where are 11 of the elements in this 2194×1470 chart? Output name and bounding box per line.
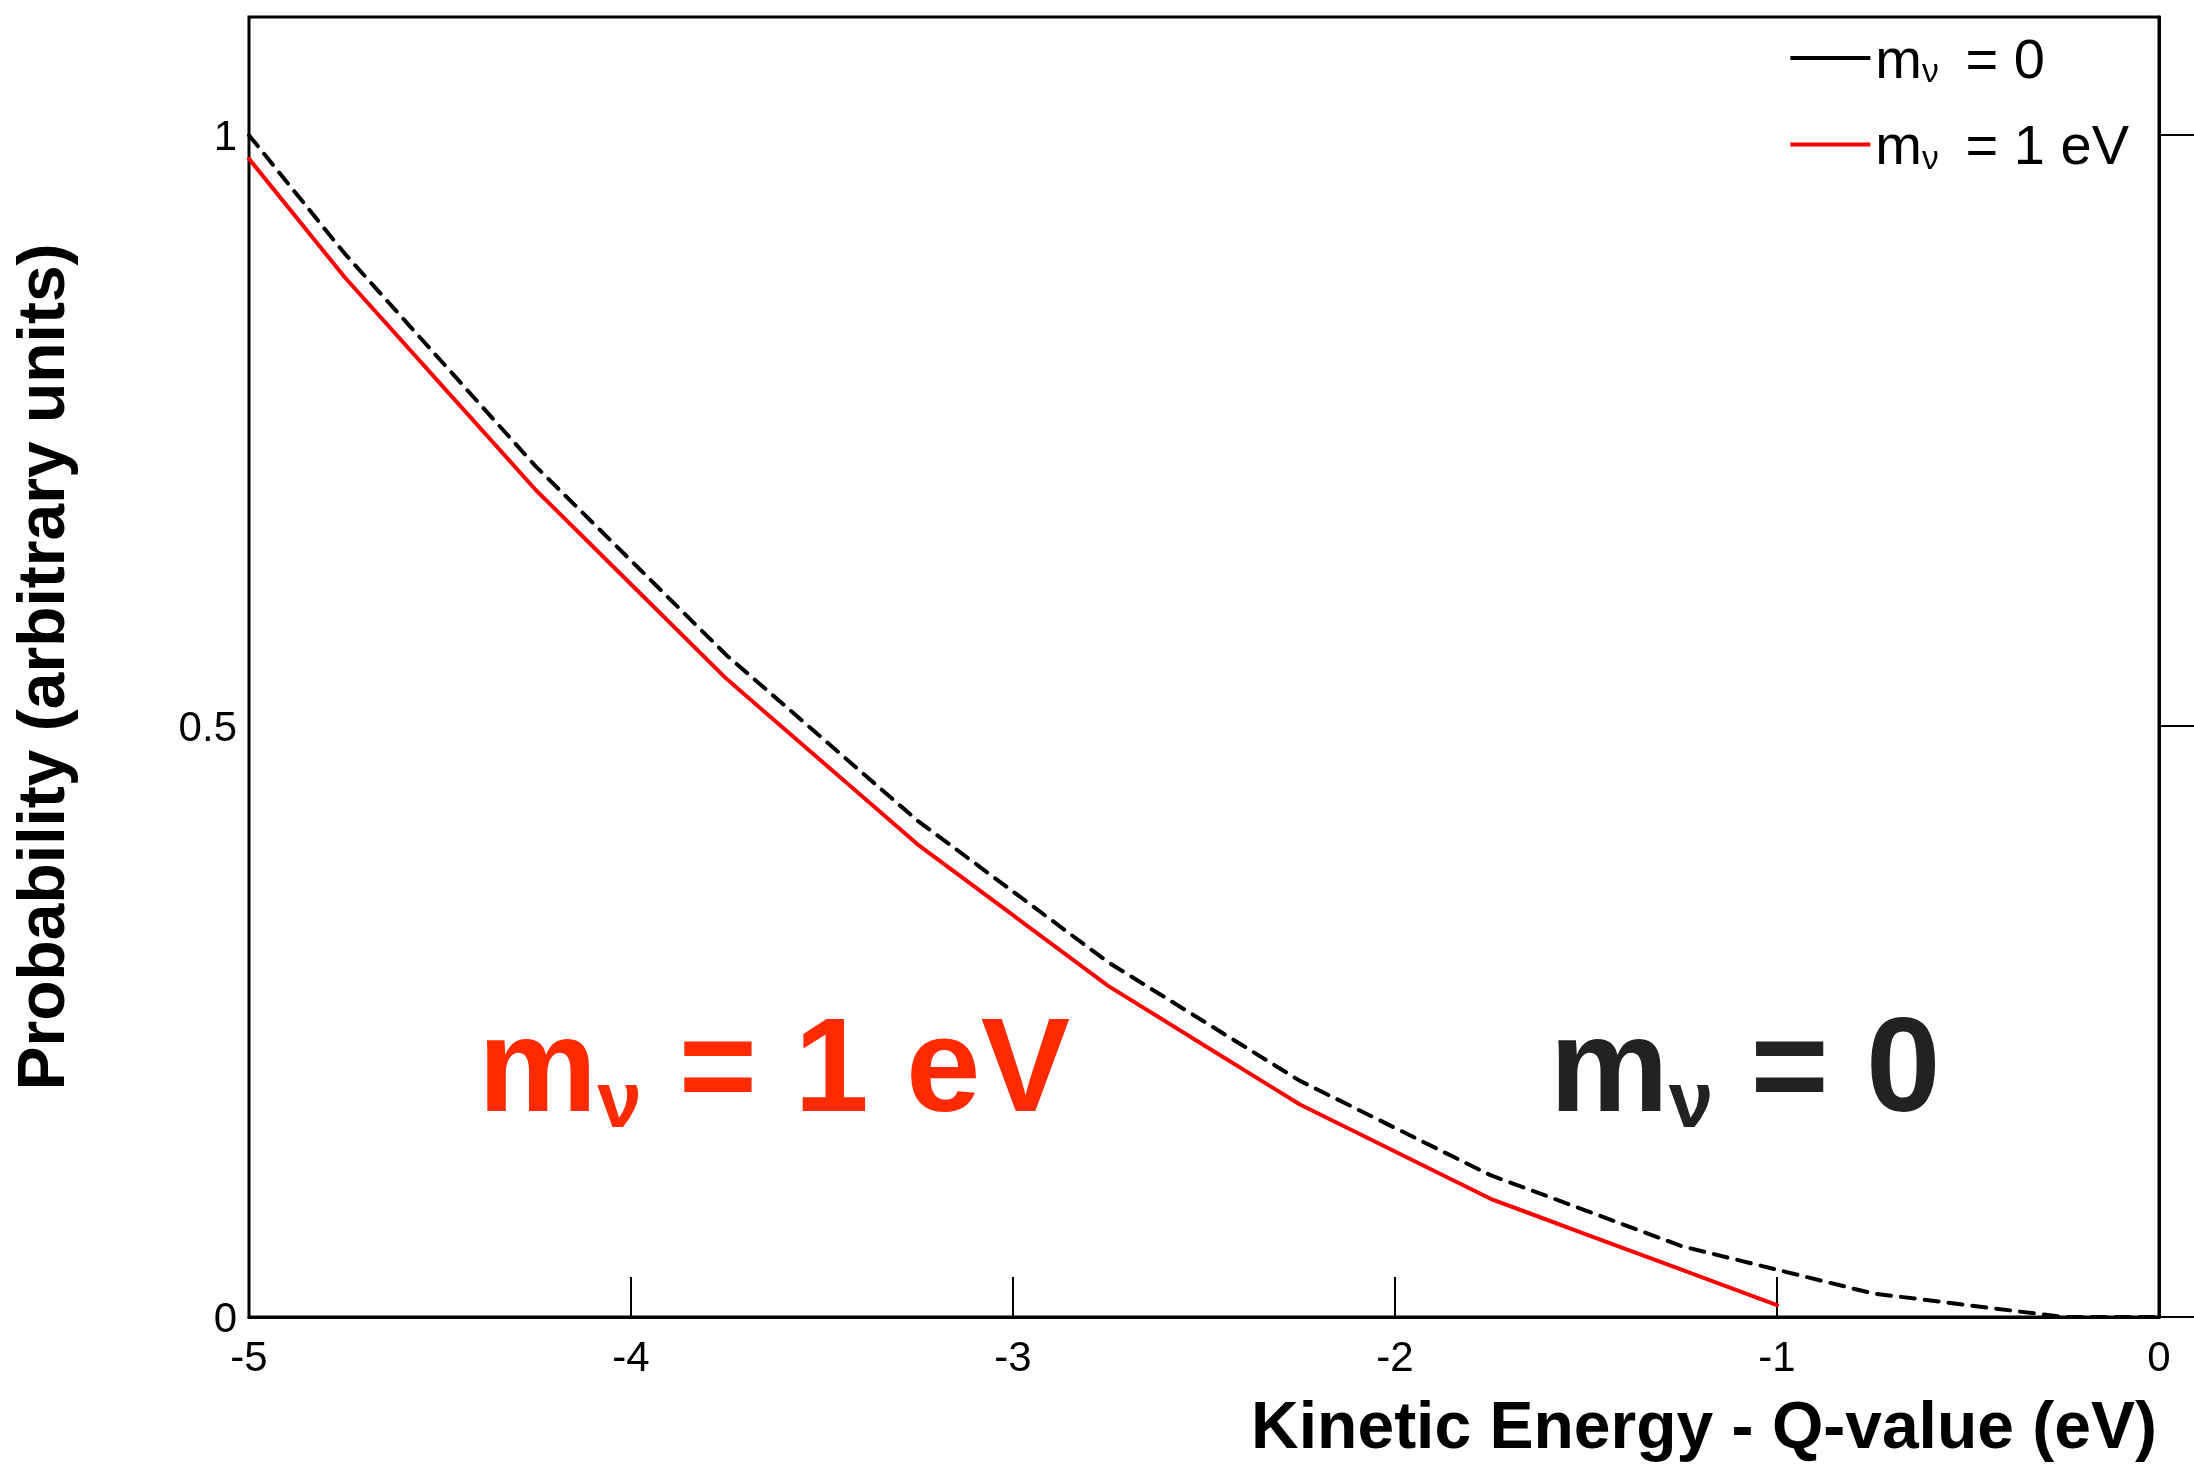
x-tick-label: -3 (994, 1332, 1032, 1380)
y-tick-label: 0.5 (178, 702, 237, 750)
x-tick-label: 0 (2147, 1332, 2171, 1380)
y-tick-label: 1 (213, 111, 237, 159)
x-axis-title: Kinetic Energy - Q-value (eV) (1251, 1388, 2157, 1462)
x-tick-label: -1 (1758, 1332, 1796, 1380)
x-tick-label: -4 (612, 1332, 650, 1380)
legend-label: mν = 0 (1875, 26, 2045, 90)
y-axis-title: Probability (arbitrary units) (4, 243, 78, 1091)
x-tick-label: -2 (1376, 1332, 1414, 1380)
legend-label: mν = 1 eV (1875, 113, 2130, 177)
